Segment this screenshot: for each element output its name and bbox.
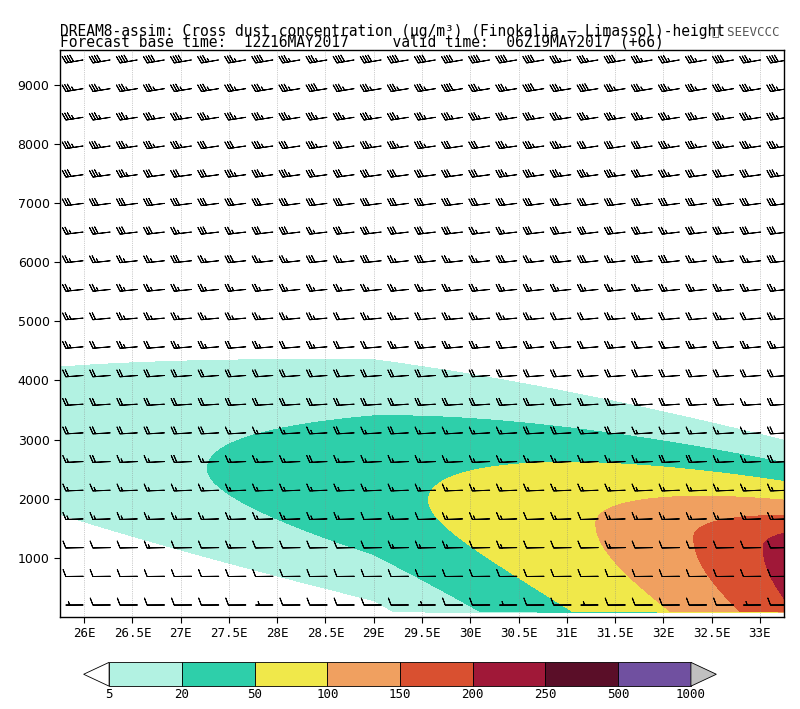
Text: 500: 500 bbox=[607, 688, 630, 701]
Bar bbox=[254, 662, 327, 686]
Bar bbox=[182, 662, 254, 686]
Text: 150: 150 bbox=[389, 688, 411, 701]
Text: 100: 100 bbox=[316, 688, 338, 701]
Bar bbox=[400, 662, 473, 686]
Text: 5: 5 bbox=[106, 688, 113, 701]
Polygon shape bbox=[691, 662, 716, 686]
Bar bbox=[109, 662, 182, 686]
Text: 200: 200 bbox=[462, 688, 484, 701]
Text: ⛅ SEEVCCC: ⛅ SEEVCCC bbox=[713, 26, 780, 39]
Bar bbox=[546, 662, 618, 686]
Text: Forecast base time:  12Z16MAY2017     valid time:  06Z19MAY2017 (+66): Forecast base time: 12Z16MAY2017 valid t… bbox=[60, 35, 664, 50]
Text: 20: 20 bbox=[174, 688, 190, 701]
Polygon shape bbox=[84, 662, 109, 686]
Bar bbox=[473, 662, 546, 686]
Text: 50: 50 bbox=[247, 688, 262, 701]
Bar bbox=[618, 662, 691, 686]
Text: DREAM8-assim: Cross dust concentration (μg/m³) (Finokalia – Limassol)-height: DREAM8-assim: Cross dust concentration (… bbox=[60, 24, 725, 39]
Text: 1000: 1000 bbox=[676, 688, 706, 701]
Bar bbox=[327, 662, 400, 686]
Text: 250: 250 bbox=[534, 688, 557, 701]
